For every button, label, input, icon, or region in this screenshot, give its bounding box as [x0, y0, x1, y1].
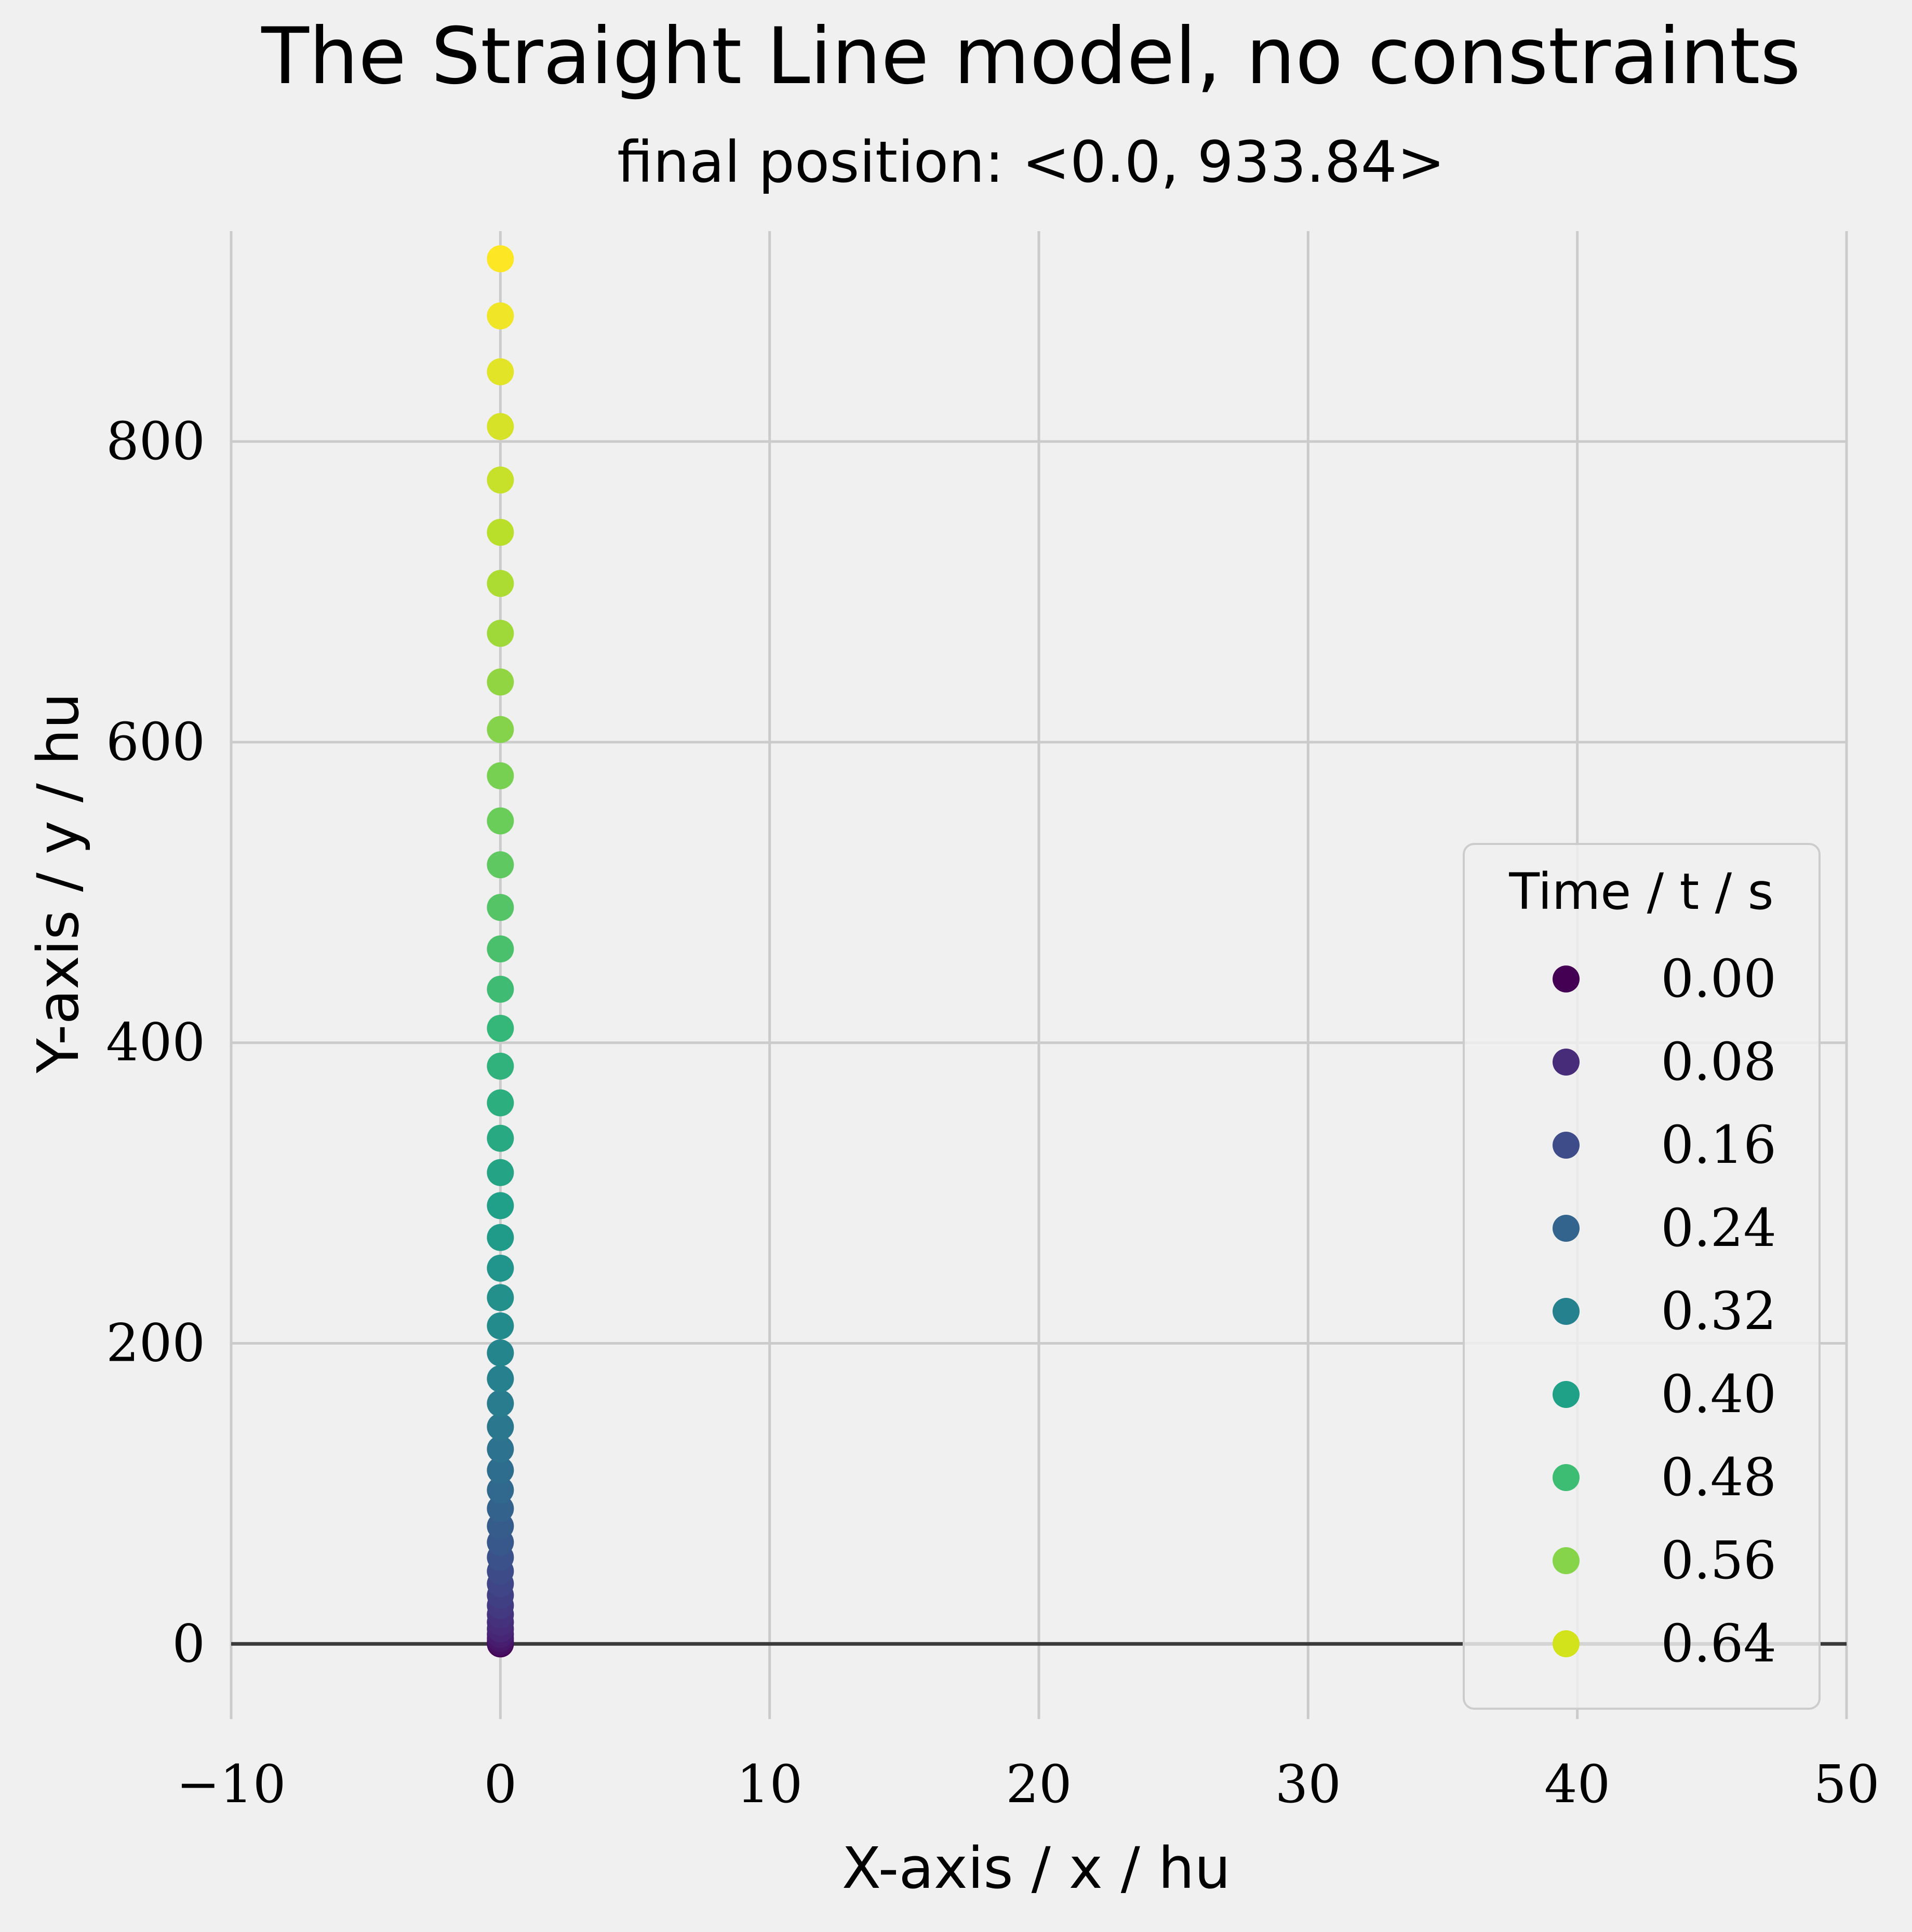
legend: Time / t / s 0.00 0.08 0.16 0.24 0.32 0.40 0.4…	[1463, 843, 1821, 1710]
legend-label: 0.08	[1661, 1031, 1776, 1092]
legend-label: 0.32	[1661, 1281, 1776, 1341]
x-tick-label: 0	[484, 1754, 517, 1815]
legend-label: 0.00	[1661, 948, 1776, 1009]
x-tick-label: −10	[176, 1754, 286, 1815]
legend-marker	[1553, 1630, 1580, 1657]
data-point	[487, 245, 514, 273]
legend-box	[1463, 843, 1821, 1710]
y-tick-label: 400	[106, 1012, 205, 1073]
chart-title: The Straight Line model, no constraints	[261, 11, 1801, 102]
data-point	[487, 1284, 514, 1311]
legend-marker	[1553, 1215, 1580, 1242]
legend-marker	[1553, 1298, 1580, 1325]
data-point	[487, 1052, 514, 1080]
y-tick-label: 0	[172, 1613, 205, 1674]
legend-label: 0.64	[1661, 1613, 1776, 1674]
data-point	[487, 762, 514, 789]
legend-marker	[1553, 1049, 1580, 1076]
data-point	[487, 358, 514, 385]
data-point	[487, 1413, 514, 1441]
legend-marker	[1553, 965, 1580, 992]
data-point	[487, 716, 514, 743]
legend-entries: 0.00 0.08 0.16 0.24 0.32 0.40 0.48 0.56 0.64	[1553, 948, 1776, 1674]
data-point	[487, 1435, 514, 1463]
scatter-points	[487, 245, 514, 1658]
chart-subtitle: final position: <0.0, 933.84>	[617, 129, 1445, 195]
data-point	[487, 851, 514, 879]
y-tick-label: 600	[106, 712, 205, 772]
data-point	[487, 620, 514, 647]
legend-title: Time / t / s	[1508, 863, 1773, 921]
y-tick-label: 800	[106, 411, 205, 472]
data-point	[487, 1124, 514, 1152]
data-point	[487, 413, 514, 440]
legend-label: 0.56	[1661, 1530, 1776, 1591]
y-axis-label: Y-axis / y / hu	[25, 693, 91, 1074]
legend-label: 0.16	[1661, 1115, 1776, 1175]
legend-marker	[1553, 1547, 1580, 1574]
data-point	[487, 1390, 514, 1417]
x-tick-labels: −10 0 10 20 30 40 50	[176, 1754, 1879, 1815]
legend-marker	[1553, 1381, 1580, 1408]
data-point	[487, 1456, 514, 1484]
legend-marker	[1553, 1132, 1580, 1159]
x-tick-label: 40	[1544, 1754, 1610, 1815]
data-point	[487, 1254, 514, 1282]
data-point	[487, 466, 514, 494]
data-point	[487, 935, 514, 963]
x-tick-label: 20	[1006, 1754, 1072, 1815]
data-point	[487, 1089, 514, 1117]
data-point	[487, 1014, 514, 1042]
data-point	[487, 894, 514, 921]
data-point	[487, 1159, 514, 1186]
x-tick-label: 50	[1813, 1754, 1879, 1815]
data-point	[487, 1476, 514, 1504]
legend-label: 0.24	[1661, 1198, 1776, 1258]
y-tick-labels: 0 200 400 600 800	[106, 411, 205, 1674]
data-point	[487, 1339, 514, 1367]
x-tick-label: 10	[737, 1754, 803, 1815]
data-point	[487, 975, 514, 1003]
data-point	[487, 570, 514, 597]
legend-label: 0.40	[1661, 1364, 1776, 1425]
x-axis-label: X-axis / x / hu	[842, 1835, 1231, 1901]
data-point	[487, 807, 514, 835]
data-point	[487, 1495, 514, 1522]
data-point	[487, 1224, 514, 1251]
legend-label: 0.48	[1661, 1447, 1776, 1508]
data-point	[487, 668, 514, 696]
data-point	[487, 1312, 514, 1339]
data-point	[487, 302, 514, 330]
data-point	[487, 518, 514, 546]
data-point	[487, 1365, 514, 1392]
x-tick-label: 30	[1275, 1754, 1341, 1815]
y-tick-label: 200	[106, 1313, 205, 1374]
legend-marker	[1553, 1464, 1580, 1491]
data-point	[487, 1192, 514, 1219]
